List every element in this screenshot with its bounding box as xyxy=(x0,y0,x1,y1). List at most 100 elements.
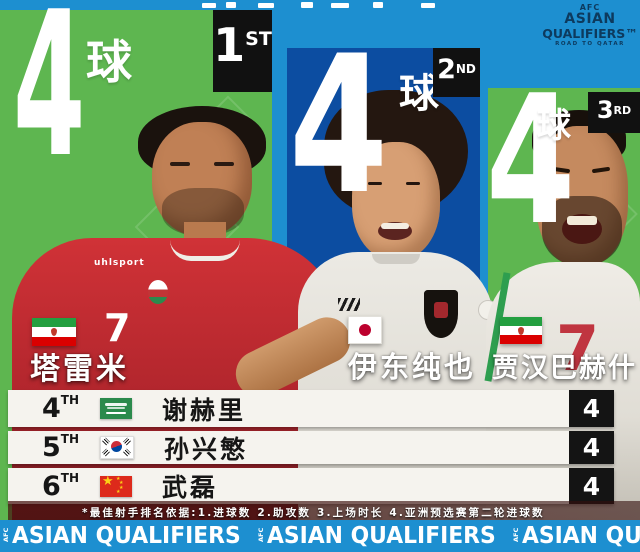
afc-asian-qualifiers-logo: AFC ASIAN QUALIFIERS™ ROAD TO QATAR xyxy=(540,3,640,49)
row-rank-suffix: TH xyxy=(60,393,80,407)
iran-flag xyxy=(32,318,76,346)
row-body: 6TH ★ ★ ★ ★ ★ 武磊 xyxy=(8,468,569,504)
player1-sleeve-number: 7 xyxy=(104,306,131,350)
afc-rotated-text: AFC xyxy=(511,527,520,542)
jfa-crest-mark xyxy=(434,302,448,318)
banner-segment: AFC ASIAN QUALIFIERS xyxy=(510,523,640,549)
table-row-5th: 5TH 孙兴慜 4 xyxy=(8,431,614,464)
banner-segment: AFC ASIAN QUALIFIERS xyxy=(0,523,255,549)
adidas-logo xyxy=(338,298,360,311)
row-player-name: 孙兴慜 xyxy=(164,434,249,464)
korea-taegeuk xyxy=(111,441,122,452)
row-rank-number: 5 xyxy=(42,432,61,463)
korea-trigram xyxy=(123,448,131,457)
iran-flag-red xyxy=(500,335,542,344)
rank-number: 2 xyxy=(437,54,456,85)
saudi-flag-script xyxy=(107,407,125,409)
south-korea-flag xyxy=(100,436,134,459)
korea-trigram xyxy=(123,437,131,446)
row-body: 4TH 谢赫里 xyxy=(8,390,569,427)
china-flag-star-small: ★ xyxy=(116,475,121,482)
player-name-3rd: 贾汉巴赫什 xyxy=(492,353,637,384)
cutoff-title-mark xyxy=(331,3,349,8)
row-player-name: 武磊 xyxy=(162,473,219,502)
rank-number: 3 xyxy=(596,96,614,124)
player2-teeth xyxy=(381,223,409,229)
cutoff-title-mark xyxy=(301,2,313,8)
saudi-flag-sword xyxy=(106,412,126,414)
goals-unit-3rd: 球 xyxy=(537,106,571,146)
rank-suffix: ND xyxy=(455,61,476,76)
china-flag-star-small: ★ xyxy=(119,479,124,486)
china-flag: ★ ★ ★ ★ ★ xyxy=(100,473,132,497)
rank-suffix: ST xyxy=(245,28,272,51)
rank-number: 1 xyxy=(213,18,246,72)
player-name-2nd: 伊东纯也 xyxy=(348,350,477,384)
korea-trigram xyxy=(102,437,110,446)
rank-badge-1st: 1 ST xyxy=(213,10,272,92)
row-rank: 5TH xyxy=(42,432,100,463)
banner-text: ASIAN QUALIFIERS xyxy=(266,523,496,549)
bottom-banner: AFC ASIAN QUALIFIERS AFC ASIAN QUALIFIER… xyxy=(0,520,640,552)
row-rank-suffix: TH xyxy=(60,470,80,485)
korea-trigram xyxy=(102,448,110,457)
rank-suffix: RD xyxy=(613,104,632,118)
player2-face xyxy=(352,142,440,260)
row-goals: 4 xyxy=(569,390,614,427)
saudi-flag-script xyxy=(105,403,127,406)
player-name-1st: 塔雷米 xyxy=(30,352,129,387)
goals-count-1st: 4 xyxy=(13,0,86,202)
cutoff-title-mark xyxy=(373,2,383,8)
iran-flag-emblem xyxy=(51,328,57,336)
footnote: *最佳射手排名依据:1.进球数 2.助攻数 3.上场时长 4.亚洲预选赛第二轮进… xyxy=(82,507,545,519)
afc-rotated-text: AFC xyxy=(256,527,265,542)
banner-text: ASIAN QUALIFIERS xyxy=(12,523,241,549)
iran-flag-green xyxy=(32,318,76,327)
rank-badge-3rd: 3 RD xyxy=(588,92,640,133)
goals-count-2nd: 4 xyxy=(289,15,389,236)
footnote-background-band xyxy=(8,501,640,520)
player1-brow xyxy=(170,162,190,166)
iran-flag-red xyxy=(32,337,76,346)
iran-flag-emblem xyxy=(518,327,524,335)
row-player-name: 谢赫里 xyxy=(162,395,247,425)
row-rank-suffix: TH xyxy=(60,432,80,446)
logo-qualifiers: QUALIFIERS™ xyxy=(542,26,638,41)
row-body: 5TH 孙兴慜 xyxy=(8,431,569,464)
china-flag-star: ★ xyxy=(102,473,114,489)
banner-text: ASIAN QUALIFIERS xyxy=(521,523,640,549)
china-flag-star-small: ★ xyxy=(116,488,121,495)
saudi-arabia-flag xyxy=(100,398,132,419)
cutoff-title-mark xyxy=(202,3,216,8)
player1-brand-text: uhlsport xyxy=(94,258,145,268)
afc-rotated-text: AFC xyxy=(2,527,10,542)
china-flag-star-small: ★ xyxy=(119,484,124,491)
logo-afc: AFC xyxy=(579,3,601,12)
rank-badge-2nd: 2 ND xyxy=(433,48,480,97)
table-row-4th: 4TH 谢赫里 4 xyxy=(8,390,614,427)
player3-number: 7 xyxy=(556,312,600,385)
goals-count-3rd: 4 xyxy=(486,57,576,264)
player1-crest xyxy=(148,280,168,304)
player1-brow xyxy=(214,162,234,166)
row-rank-number: 4 xyxy=(42,393,61,424)
row-goals: 4 xyxy=(569,431,614,464)
logo-asian: ASIAN xyxy=(564,11,616,27)
player3-teeth xyxy=(567,216,597,225)
banner-segment: AFC ASIAN QUALIFIERS xyxy=(255,523,510,549)
row-rank: 6TH xyxy=(42,471,100,502)
cutoff-title-mark xyxy=(258,3,274,8)
player1-collar xyxy=(170,240,240,261)
player1-face xyxy=(152,122,252,236)
row-rank: 4TH xyxy=(42,393,100,424)
row-goals: 4 xyxy=(569,468,614,504)
iran-flag xyxy=(500,317,542,344)
cutoff-title-mark xyxy=(226,2,236,8)
player2-collar xyxy=(372,254,420,264)
iran-flag-green xyxy=(500,317,542,326)
player2-eye xyxy=(368,182,382,185)
goals-unit-1st: 球 xyxy=(86,35,132,89)
row-rank-number: 6 xyxy=(42,470,61,502)
japan-flag xyxy=(348,316,382,344)
